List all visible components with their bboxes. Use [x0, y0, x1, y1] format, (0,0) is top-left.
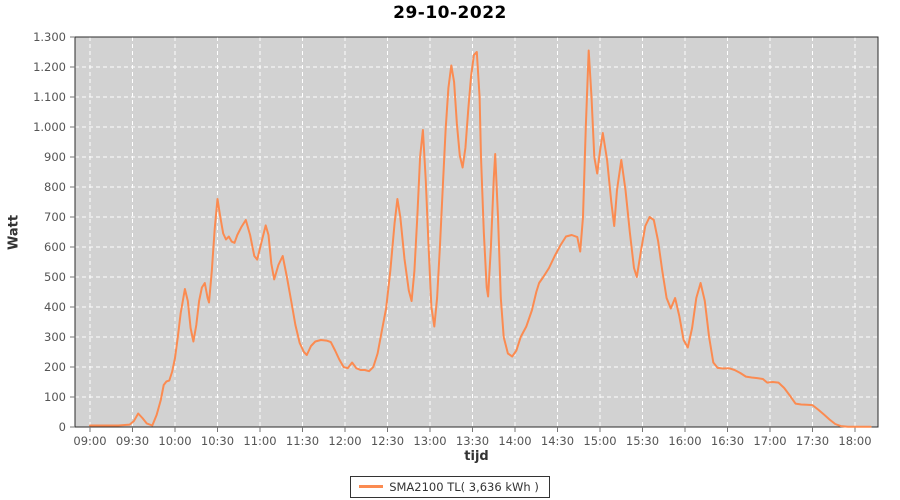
x-tick-label: 16:00: [668, 434, 701, 448]
legend-line-swatch: [359, 485, 384, 488]
x-axis-title: tijd: [464, 449, 489, 464]
legend-box: SMA2100 TL( 3,636 kWh ): [350, 476, 550, 498]
y-tick-label: 300: [44, 330, 66, 344]
y-tick-label: 200: [44, 360, 66, 374]
y-tick-label: 400: [44, 300, 66, 314]
x-tick-label: 11:00: [243, 434, 276, 448]
x-tick-label: 09:00: [73, 434, 106, 448]
x-tick-label: 09:30: [116, 434, 149, 448]
x-tick-label: 10:30: [201, 434, 234, 448]
x-tick-label: 11:30: [286, 434, 319, 448]
x-tick-label: 16:30: [711, 434, 744, 448]
y-tick-label: 1.000: [33, 120, 66, 134]
y-tick-label: 1.100: [33, 90, 66, 104]
x-tick-label: 17:00: [753, 434, 786, 448]
y-tick-label: 800: [44, 180, 66, 194]
chart-title: 29-10-2022: [393, 3, 507, 23]
x-tick-label: 12:00: [328, 434, 361, 448]
x-tick-label: 15:30: [626, 434, 659, 448]
y-tick-label: 0: [59, 420, 66, 434]
x-tick-label: 14:30: [541, 434, 574, 448]
plot-area: 0 100 200 300 400 500 600 700 800 900 1.000 1.100 1.…: [33, 30, 879, 448]
plot-background: [75, 37, 878, 427]
x-tick-label: 12:30: [371, 434, 404, 448]
legend-series-label: SMA2100 TL( 3,636 kWh ): [389, 479, 539, 494]
x-tick-label: 10:00: [158, 434, 191, 448]
y-tick-label: 1.200: [33, 60, 66, 74]
x-tick-label: 15:00: [583, 434, 616, 448]
x-tick-label: 14:00: [498, 434, 531, 448]
x-tick-label: 13:00: [413, 434, 446, 448]
plot-border: [74, 36, 879, 428]
y-tick-label: 100: [44, 390, 66, 404]
series-line: [89, 49, 872, 428]
y-tick-label: 600: [44, 240, 66, 254]
legend: SMA2100 TL( 3,636 kWh ): [0, 476, 900, 498]
y-tick-label: 900: [44, 150, 66, 164]
x-tick-label: 18:00: [838, 434, 871, 448]
y-tick-label: 500: [44, 270, 66, 284]
x-tick-label: 17:30: [796, 434, 829, 448]
y-tick-label: 700: [44, 210, 66, 224]
x-tick-label: 13:30: [456, 434, 489, 448]
y-tick-label: 1.300: [33, 30, 66, 44]
